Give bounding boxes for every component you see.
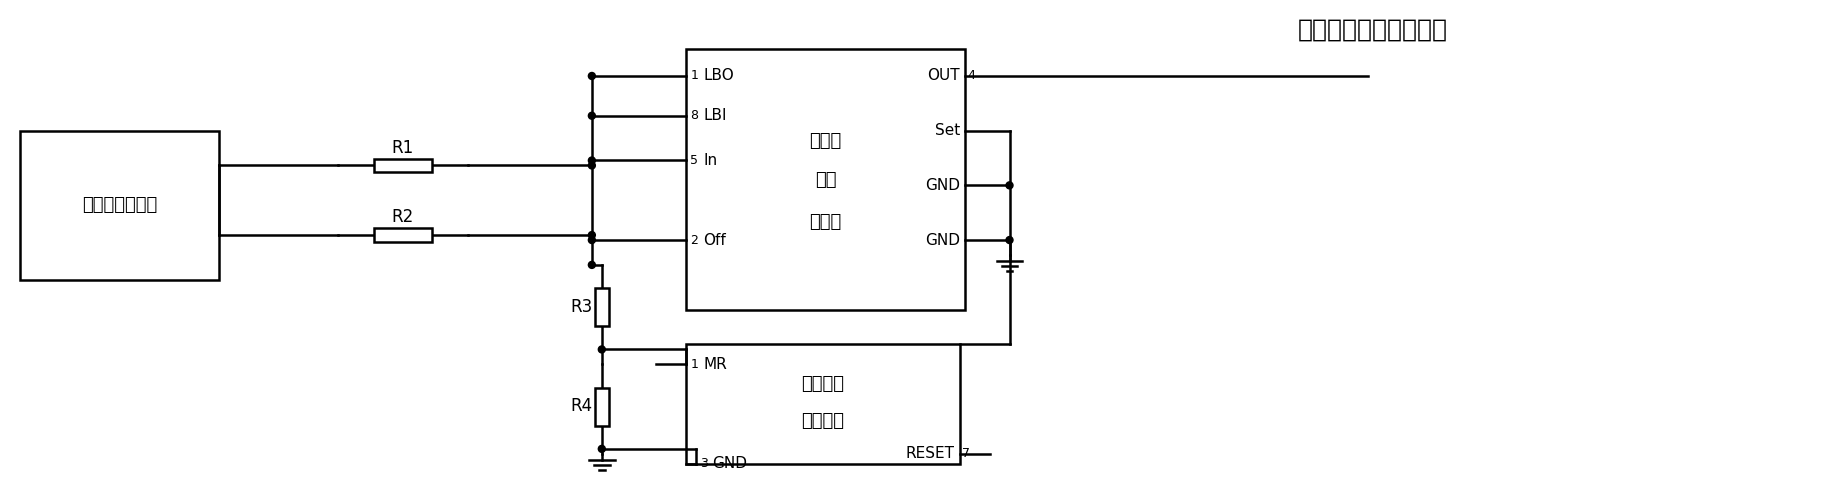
Circle shape — [589, 237, 596, 244]
Text: GND: GND — [713, 456, 748, 471]
Circle shape — [589, 162, 596, 169]
Circle shape — [1006, 237, 1013, 244]
Text: GND: GND — [925, 178, 960, 193]
Circle shape — [1006, 182, 1013, 189]
Circle shape — [589, 157, 596, 164]
Bar — [20, 131, 220, 280]
Text: 1: 1 — [690, 358, 698, 371]
Text: 线性: 线性 — [814, 171, 836, 189]
Bar — [375, 228, 432, 242]
Text: GND: GND — [925, 233, 960, 248]
Text: 电源电压: 电源电压 — [801, 375, 845, 393]
Circle shape — [598, 445, 605, 452]
Text: 4: 4 — [967, 70, 977, 83]
Text: LBO: LBO — [703, 69, 735, 83]
Text: OUT: OUT — [927, 69, 960, 83]
Circle shape — [589, 232, 596, 239]
Text: R3: R3 — [570, 298, 593, 316]
Text: 输出电源（二次电源）: 输出电源（二次电源） — [1298, 17, 1447, 41]
Bar — [375, 159, 432, 172]
Text: Off: Off — [703, 233, 725, 248]
Bar — [594, 388, 609, 425]
Circle shape — [598, 346, 605, 353]
Text: 三端稳压器输出: 三端稳压器输出 — [81, 196, 157, 214]
Text: Set: Set — [934, 123, 960, 138]
Bar — [594, 288, 609, 326]
Text: R4: R4 — [570, 397, 593, 415]
Circle shape — [589, 73, 596, 80]
Text: R1: R1 — [391, 139, 414, 157]
Circle shape — [589, 261, 596, 268]
Text: 5: 5 — [690, 154, 698, 167]
Text: RESET: RESET — [906, 446, 954, 461]
Bar — [687, 49, 965, 310]
Text: LBI: LBI — [703, 108, 727, 123]
Text: 稳压器: 稳压器 — [809, 213, 842, 231]
Text: 1: 1 — [690, 70, 698, 83]
Text: In: In — [703, 153, 718, 168]
Text: 2: 2 — [690, 234, 698, 247]
Text: MR: MR — [703, 357, 727, 372]
Text: 低压差: 低压差 — [809, 132, 842, 150]
Text: 7: 7 — [962, 447, 969, 460]
Text: 监控芯片: 监控芯片 — [801, 412, 845, 430]
Bar — [687, 344, 960, 464]
Text: 3: 3 — [700, 457, 709, 470]
Text: R2: R2 — [391, 208, 414, 226]
Text: 8: 8 — [690, 109, 698, 122]
Circle shape — [589, 112, 596, 119]
